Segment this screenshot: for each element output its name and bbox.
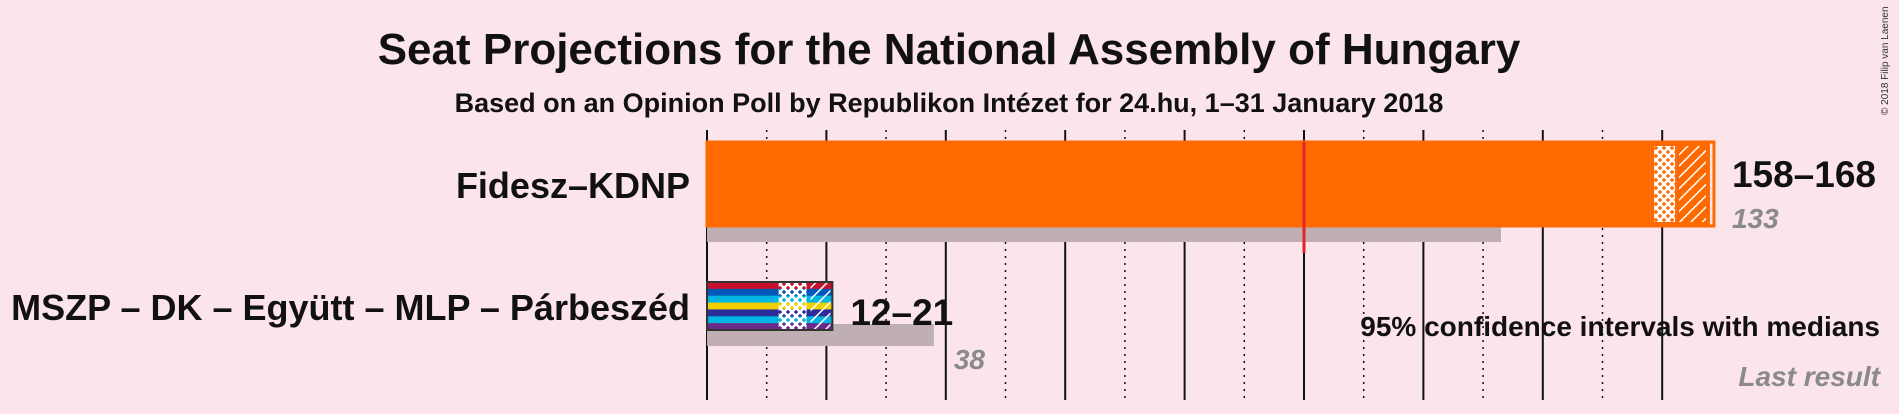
coalition-stripe [707,309,833,317]
ci-outline [705,140,1716,228]
coalition-stripe [707,282,833,290]
ci-hatch [810,282,831,330]
ci-bar-solid [707,142,1651,226]
ci-crosshatch [778,282,807,330]
series-row-1: Fidesz–KDNP 158–168 133 [456,140,1876,242]
ci-outline [706,281,834,331]
last-result-label: 133 [1732,203,1779,234]
party-label: MSZP – DK – Együtt – MLP – Párbeszéd [11,287,690,328]
last-result-label: 38 [954,344,986,375]
legend-last-result-label: Last result [1738,361,1881,392]
ci-range-label: 158–168 [1732,154,1876,195]
party-label: Fidesz–KDNP [456,165,690,206]
coalition-stripe [707,295,833,304]
series-row-2: MSZP – DK – Együtt – MLP – Párbeszéd 12–2… [11,281,986,375]
ci-range-label: 12–21 [850,292,953,333]
copyright-notice: © 2018 Filip van Laenen [1880,6,1891,115]
coalition-stripe [707,302,833,310]
coalition-stripe [707,288,833,297]
legend-ci-label: 95% confidence intervals with medians [1360,311,1880,342]
coalition-stripe [707,316,833,324]
bars-group: Fidesz–KDNP 158–168 133 MSZP – DK – Együtt … [11,140,1876,375]
ci-crosshatch [1654,146,1676,222]
coalition-stripe [707,323,833,331]
ci-hatch [1679,146,1706,222]
chart-title: Seat Projections for the National Assemb… [378,25,1521,74]
chart-subtitle: Based on an Opinion Poll by Republikon I… [455,88,1444,118]
